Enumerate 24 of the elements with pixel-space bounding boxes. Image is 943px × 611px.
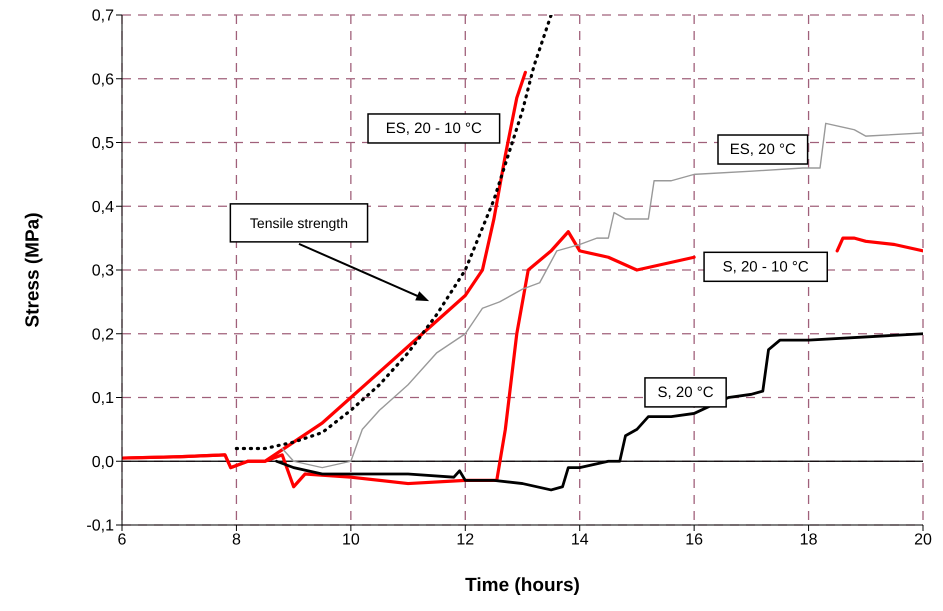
x-tick-label: 16 — [685, 531, 704, 548]
y-tick-label: 0,6 — [92, 71, 114, 88]
annotation: Tensile strength — [250, 214, 348, 231]
y-tick-label: 0,4 — [92, 198, 114, 216]
series-label: ES, 20 °C — [730, 141, 796, 158]
x-axis-title: Time (hours) — [465, 575, 580, 596]
y-tick-label: 0,5 — [92, 135, 114, 152]
y-tick-label: 0,1 — [92, 390, 114, 408]
x-tick-label: 12 — [456, 531, 474, 548]
x-tick-label: 18 — [800, 531, 818, 548]
x-tick-label: 10 — [342, 531, 360, 548]
y-tick-label: -0,1 — [86, 518, 114, 535]
series-label: ES, 20 - 10 °C — [386, 120, 482, 137]
y-tick-label: 0,3 — [92, 262, 114, 280]
series-label: S, 20 °C — [658, 384, 714, 401]
y-tick-label: 0,7 — [92, 8, 114, 25]
y-axis-title: Stress (MPa) — [22, 212, 44, 328]
y-tick-label: 0,0 — [92, 454, 114, 471]
x-tick-label: 20 — [914, 531, 932, 548]
series-label: S, 20 - 10 °C — [722, 258, 809, 276]
y-tick-label: 0,2 — [92, 326, 114, 344]
x-tick-label: 14 — [570, 531, 589, 548]
x-tick-label: 6 — [118, 531, 127, 548]
x-tick-label: 8 — [232, 531, 241, 548]
